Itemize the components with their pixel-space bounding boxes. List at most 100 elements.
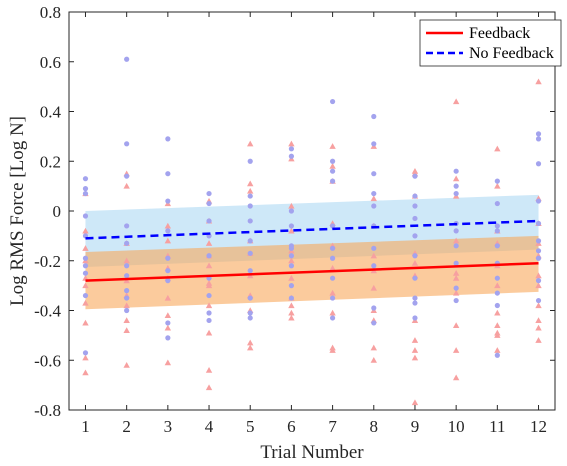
- point-no-feedback: [124, 223, 130, 229]
- point-no-feedback: [82, 350, 89, 356]
- y-tick-label: 0.8: [40, 3, 61, 22]
- point-no-feedback: [494, 200, 500, 207]
- point-no-feedback: [494, 275, 500, 281]
- point-feedback: [164, 237, 172, 244]
- point-no-feedback: [535, 255, 542, 261]
- point-no-feedback: [453, 297, 459, 304]
- point-no-feedback: [371, 141, 377, 147]
- y-tick-label: 0.2: [40, 152, 61, 171]
- point-no-feedback: [535, 198, 542, 204]
- legend-label-feedback: Feedback: [469, 25, 530, 42]
- point-feedback: [329, 309, 336, 316]
- point-no-feedback: [288, 263, 295, 269]
- point-no-feedback: [247, 238, 253, 244]
- point-feedback: [329, 143, 336, 149]
- point-no-feedback: [124, 295, 130, 301]
- point-feedback: [247, 187, 254, 194]
- point-no-feedback: [288, 283, 295, 289]
- point-feedback: [288, 257, 295, 264]
- point-feedback: [205, 302, 213, 309]
- confidence-bands: [85, 194, 539, 310]
- point-no-feedback: [247, 158, 253, 164]
- point-feedback: [452, 274, 460, 281]
- x-tick-label: 1: [81, 417, 90, 436]
- point-no-feedback: [535, 131, 542, 137]
- point-feedback: [288, 302, 295, 309]
- y-tick-label: -0.8: [34, 401, 61, 420]
- point-feedback: [535, 337, 542, 343]
- y-axis-ticks: -0.8 -0.6 -0.4 -0.2 0 0.2 0.4 0.6 0.8: [34, 3, 555, 420]
- point-feedback: [288, 314, 295, 321]
- point-feedback: [247, 344, 254, 351]
- point-no-feedback: [206, 190, 212, 197]
- y-tick-label: 0.4: [40, 103, 62, 122]
- point-feedback: [288, 227, 295, 234]
- point-no-feedback: [165, 335, 171, 341]
- x-tick-label: 4: [205, 417, 214, 436]
- point-feedback: [288, 309, 295, 316]
- point-feedback: [82, 227, 89, 234]
- point-no-feedback: [206, 292, 212, 299]
- point-feedback: [164, 324, 172, 331]
- point-feedback: [205, 282, 213, 289]
- point-feedback: [370, 284, 377, 291]
- point-no-feedback: [165, 171, 171, 177]
- point-no-feedback: [329, 245, 336, 251]
- point-no-feedback: [82, 176, 89, 182]
- point-no-feedback: [412, 193, 418, 199]
- point-no-feedback: [329, 295, 336, 301]
- point-feedback: [452, 322, 460, 328]
- point-feedback: [205, 384, 213, 391]
- point-no-feedback: [247, 218, 253, 224]
- legend-box: [419, 19, 562, 67]
- x-tick-label: 6: [287, 417, 296, 436]
- fit-line-feedback: [85, 261, 539, 282]
- point-no-feedback: [412, 203, 418, 209]
- point-no-feedback: [124, 240, 130, 246]
- point-no-feedback: [329, 168, 336, 174]
- point-no-feedback: [82, 213, 89, 219]
- point-feedback: [82, 299, 89, 306]
- point-no-feedback: [412, 295, 418, 301]
- y-tick-label: 0.6: [40, 53, 61, 72]
- point-no-feedback: [371, 203, 377, 209]
- point-feedback: [82, 282, 89, 289]
- point-no-feedback: [535, 278, 542, 284]
- point-feedback: [205, 262, 213, 269]
- point-feedback: [123, 317, 130, 324]
- point-feedback: [123, 257, 130, 264]
- point-feedback: [411, 347, 419, 353]
- point-no-feedback: [288, 208, 295, 214]
- point-feedback: [82, 354, 89, 361]
- point-no-feedback: [535, 220, 542, 227]
- y-tick-label: 0: [53, 202, 62, 221]
- point-feedback: [82, 319, 89, 326]
- point-no-feedback: [453, 190, 459, 197]
- point-feedback: [164, 359, 172, 366]
- y-tick-label: -0.6: [34, 351, 61, 370]
- point-no-feedback: [124, 56, 130, 62]
- point-no-feedback: [371, 190, 377, 197]
- point-no-feedback: [453, 228, 459, 234]
- x-tick-label: 8: [370, 417, 379, 436]
- y-tick-label: -0.4: [34, 302, 61, 321]
- point-feedback: [288, 202, 295, 209]
- point-no-feedback: [371, 245, 377, 251]
- point-feedback: [164, 222, 172, 229]
- point-no-feedback: [453, 285, 459, 291]
- point-no-feedback: [165, 255, 171, 261]
- point-no-feedback: [165, 268, 171, 274]
- point-feedback: [329, 347, 336, 353]
- y-axis-label: Log RMS Force [Log N]: [7, 116, 28, 306]
- point-no-feedback: [494, 302, 500, 309]
- point-no-feedback: [535, 136, 542, 142]
- point-no-feedback: [288, 245, 295, 251]
- x-tick-label: 7: [328, 417, 337, 436]
- point-feedback: [535, 272, 542, 279]
- point-no-feedback: [288, 223, 295, 229]
- point-no-feedback: [494, 223, 500, 229]
- point-feedback: [370, 357, 377, 363]
- point-no-feedback: [124, 263, 130, 269]
- y-tick-label: -0.2: [34, 252, 61, 271]
- point-feedback: [205, 367, 213, 373]
